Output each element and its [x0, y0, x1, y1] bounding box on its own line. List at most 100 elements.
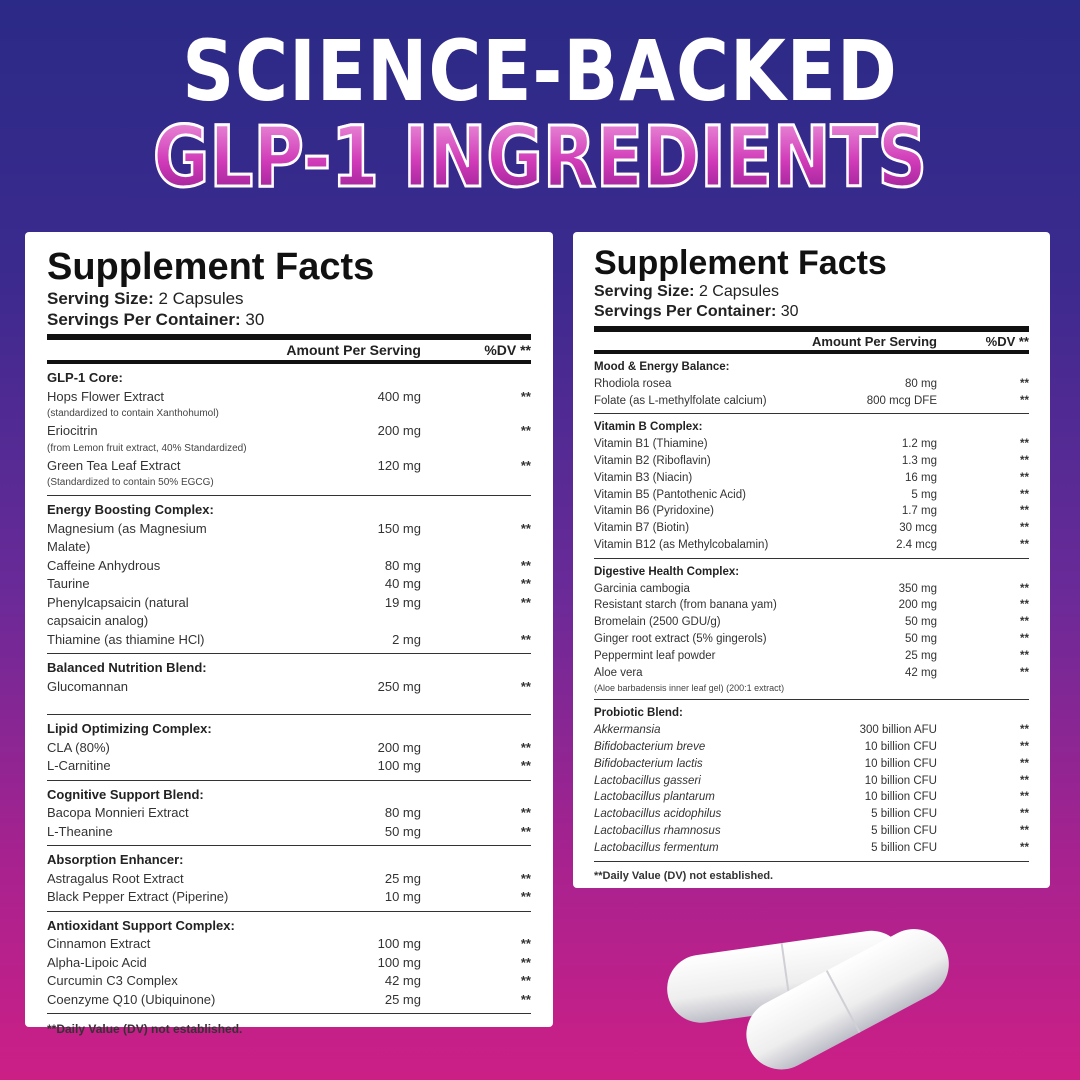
ingredient-row: Curcumin C3 Complex 42 mg ** — [47, 972, 531, 991]
ingredient-dv: ** — [1020, 538, 1029, 551]
servings-label: Servings Per Container: — [47, 310, 241, 329]
ingredient-name: Curcumin C3 Complex — [47, 973, 178, 988]
panel-title: Supplement Facts — [594, 244, 887, 282]
ingredient-dv: ** — [520, 758, 531, 773]
ingredient-amount: 80 mg — [905, 377, 937, 390]
ingredient-amount: 1.2 mg — [901, 438, 937, 451]
ingredient-amount: 50 mg — [905, 632, 937, 645]
ingredient-dv: ** — [1020, 824, 1029, 837]
ingredient-row: Rhodiola rosea 80 mg ** — [594, 376, 1029, 393]
serving-size-line: Serving Size: 2 Capsules — [47, 288, 531, 309]
thick-divider — [47, 334, 531, 340]
servings-line: Servings Per Container: 30 — [47, 309, 531, 330]
section: Mood & Energy Balance: Rhodiola rosea 80 m… — [594, 354, 1029, 415]
ingredient-row: Bromelain (2500 GDU/g) 50 mg ** — [594, 614, 1029, 631]
ingredient-dv: ** — [1020, 471, 1029, 484]
section: Balanced Nutrition Blend: Glucomannan 250 … — [47, 654, 531, 715]
ingredient-dv: ** — [1020, 740, 1029, 753]
amount-header: Amount Per Serving — [286, 342, 421, 358]
ingredient-name: Bacopa Monnieri Extract — [47, 805, 189, 820]
servings-label: Servings Per Container: — [594, 303, 777, 320]
ingredient-row: Bifidobacterium breve 10 billion CFU ** — [594, 739, 1029, 756]
ingredient-row: Vitamin B3 (Niacin) 16 mg ** — [594, 470, 1029, 487]
ingredient-amount: 80 mg — [384, 805, 421, 820]
ingredient-name: Akkermansia — [594, 724, 661, 737]
ingredient-name: Coenzyme Q10 (Ubiquinone) — [47, 991, 216, 1007]
ingredient-amount: 2 mg — [392, 631, 421, 647]
ingredient-dv: ** — [1020, 438, 1029, 451]
ingredient-name: CLA (80%) — [47, 739, 110, 755]
ingredient-dv: ** — [1020, 488, 1029, 501]
serving-size-line: Serving Size: 2 Capsules — [594, 282, 1029, 302]
ingredient-dv: ** — [1020, 791, 1029, 804]
section-heading: Absorption Enhancer: — [47, 852, 184, 867]
ingredient-dv: ** — [1020, 757, 1029, 770]
ingredient-name: Resistant starch (from banana yam) — [594, 599, 777, 612]
ingredient-name: Garcinia cambogia — [594, 582, 690, 595]
column-header: Amount Per Serving %DV ** — [47, 340, 531, 364]
ingredient-amount: 5 billion CFU — [871, 808, 937, 821]
ingredient-amount: 400 mg — [377, 388, 421, 404]
ingredient-dv: ** — [520, 991, 531, 1007]
ingredient-note: (from Lemon fruit extract, 40% Standardi… — [47, 442, 247, 454]
ingredient-amount: 5 mg — [911, 488, 937, 501]
ingredient-name: Ginger root extract (5% gingerols) — [594, 632, 767, 645]
section: GLP-1 Core: Hops Flower Extract 400 mg ** (s… — [47, 364, 531, 496]
section-heading: Mood & Energy Balance: — [594, 361, 730, 373]
servings-value: 30 — [245, 310, 265, 329]
ingredient-name: Thiamine (as thiamine HCl) — [47, 631, 205, 647]
footnote: **Daily Value (DV) not established. — [594, 869, 774, 882]
ingredient-dv: ** — [1020, 505, 1029, 518]
ingredient-row: Peppermint leaf powder 25 mg ** — [594, 648, 1029, 665]
supplement-facts-panel-left: Supplement Facts Serving Size: 2 Capsules… — [25, 232, 553, 1036]
ingredient-dv: ** — [1020, 774, 1029, 787]
ingredient-row: CLA (80%) 200 mg ** — [47, 739, 531, 758]
ingredient-dv: ** — [520, 631, 531, 647]
ingredient-dv: ** — [520, 954, 531, 970]
ingredient-amount: 50 mg — [905, 616, 937, 629]
section: Vitamin B Complex: Vitamin B1 (Thiamine) 1… — [594, 414, 1029, 559]
serving-size-label: Serving Size: — [47, 289, 154, 308]
ingredient-amount: 100 mg — [377, 954, 421, 970]
ingredient-name: Hops Flower Extract — [47, 388, 165, 404]
ingredient-amount: 300 billion AFU — [859, 724, 937, 737]
ingredient-amount: 200 mg — [377, 739, 421, 755]
thick-divider — [594, 326, 1029, 332]
ingredient-amount: 5 billion CFU — [871, 841, 937, 854]
section-heading: Energy Boosting Complex: — [47, 502, 214, 517]
capsules-image — [667, 929, 949, 1070]
column-header: Amount Per Serving %DV ** — [594, 332, 1029, 354]
ingredient-row: Vitamin B6 (Pyridoxine) 1.7 mg ** — [594, 503, 1029, 520]
ingredient-name: Vitamin B6 (Pyridoxine) — [594, 505, 714, 518]
ingredient-name: Vitamin B7 (Biotin) — [594, 522, 690, 535]
ingredient-name: Black Pepper Extract (Piperine) — [47, 889, 229, 904]
ingredient-dv: ** — [520, 973, 531, 988]
ingredient-row: Lactobacillus acidophilus 5 billion CFU ** — [594, 806, 1029, 823]
ingredient-dv: ** — [520, 739, 531, 755]
ingredient-row: L-Carnitine 100 mg ** — [47, 757, 531, 776]
ingredient-row: Alpha-Lipoic Acid 100 mg ** — [47, 954, 531, 973]
ingredient-name: Bifidobacterium lactis — [594, 757, 703, 770]
ingredient-row: Magnesium (as Magnesium Malate) 150 mg ** — [47, 520, 531, 557]
spacer — [47, 696, 531, 710]
ingredient-amount: 10 mg — [384, 889, 421, 904]
ingredient-row: Aloe vera 42 mg ** — [594, 665, 1029, 682]
ingredient-amount: 10 billion CFU — [864, 740, 937, 753]
ingredient-row: Bacopa Monnieri Extract 80 mg ** — [47, 804, 531, 823]
ingredient-amount: 200 mg — [377, 423, 421, 438]
ingredient-amount: 10 billion CFU — [864, 774, 937, 787]
ingredient-dv: ** — [520, 678, 531, 694]
ingredient-dv: ** — [1020, 454, 1029, 467]
ingredient-row: Resistant starch (from banana yam) 200 mg… — [594, 597, 1029, 614]
footnote: **Daily Value (DV) not established. — [47, 1022, 243, 1036]
ingredient-amount: 19 mg — [384, 594, 421, 610]
ingredient-row: Vitamin B12 (as Methylcobalamin) 2.4 mcg *… — [594, 537, 1029, 554]
supplement-facts-panel-right: Supplement Facts Serving Size: 2 Capsules… — [573, 232, 1050, 888]
ingredient-dv: ** — [520, 823, 531, 839]
ingredient-row: Taurine 40 mg ** — [47, 575, 531, 594]
section-heading: Antioxidant Support Complex: — [47, 917, 235, 933]
section: Cognitive Support Blend: Bacopa Monnieri … — [47, 781, 531, 846]
ingredient-amount: 350 mg — [898, 582, 937, 595]
ingredient-row: Lactobacillus plantarum 10 billion CFU ** — [594, 789, 1029, 806]
ingredient-dv: ** — [520, 594, 531, 610]
